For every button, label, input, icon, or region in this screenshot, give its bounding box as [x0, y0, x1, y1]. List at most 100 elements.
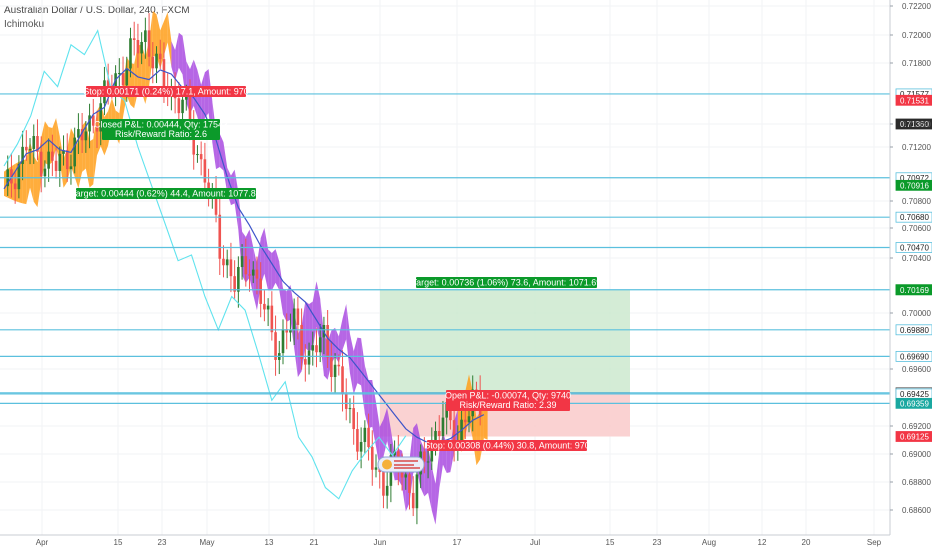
candle-body — [162, 59, 166, 87]
annotation-text-2: Risk/Reward Ratio: 2.6 — [115, 129, 207, 139]
cloud-segment — [283, 288, 287, 322]
candle-body — [25, 146, 28, 151]
cloud-segment — [405, 460, 410, 512]
cloud-segment — [286, 284, 291, 322]
cloud-segment — [368, 379, 373, 429]
candle-body — [192, 125, 196, 155]
indicator-label: Ichimoku — [4, 19, 45, 30]
candle-body — [47, 151, 50, 169]
cloud-segment — [372, 379, 376, 447]
candle-body — [415, 474, 419, 509]
price-level-tag — [895, 211, 932, 223]
cloud-segment — [137, 44, 142, 92]
x-tick-label: 15 — [114, 538, 123, 547]
candle-body — [91, 115, 95, 126]
candle-body — [158, 53, 162, 60]
cloud-segment — [234, 169, 239, 231]
annotation-box — [76, 188, 256, 199]
candle-body — [125, 68, 129, 86]
candle-body — [136, 39, 140, 54]
cloud-segment — [290, 284, 295, 348]
candle-body — [118, 73, 121, 75]
candle-body — [188, 95, 192, 126]
x-tick-label: Jun — [374, 538, 387, 547]
price-level-tag — [895, 431, 932, 442]
price-level-label: 0.69880 — [900, 326, 929, 335]
tenkan-line — [3, 67, 485, 444]
y-tick-label: 0.70400 — [902, 254, 931, 263]
candle-body — [318, 337, 322, 353]
price-level-tag — [895, 179, 932, 191]
price-level-tag — [895, 94, 932, 106]
cloud-segment — [178, 32, 183, 75]
price-level-label: 0.69125 — [900, 433, 929, 442]
annotation-text: Closed P&L: 0.00444, Qty: 17543 — [94, 120, 228, 130]
candle-body — [404, 474, 408, 478]
candle-body — [423, 451, 426, 462]
y-tick-label: 0.72000 — [902, 31, 931, 40]
candle-body — [13, 183, 17, 190]
cloud-segment — [379, 419, 384, 469]
cloud-segment — [59, 136, 64, 188]
candle-body — [411, 492, 415, 509]
candle-body — [463, 419, 467, 423]
indicator-lines — [3, 29, 485, 500]
candle-body — [237, 266, 240, 292]
tradingview-logo — [377, 456, 425, 473]
candle-body — [363, 427, 367, 442]
price-level-tag — [895, 118, 932, 130]
chikou-line — [3, 29, 407, 500]
candle-body — [132, 38, 136, 40]
cloud-segment — [442, 431, 447, 473]
cloud-segment — [387, 407, 391, 459]
candle-body — [140, 41, 143, 54]
candle-body — [393, 451, 396, 456]
x-tick-label: Apr — [36, 538, 49, 547]
price-level-tag — [895, 324, 932, 336]
candle-body — [36, 136, 39, 152]
candle-body — [296, 308, 300, 325]
cloud-segment — [346, 303, 350, 374]
price-level-label: 0.70916 — [900, 181, 929, 190]
candle-body — [344, 394, 348, 409]
y-tick-label: 0.70600 — [902, 224, 931, 233]
y-tick-label: 0.71200 — [902, 143, 931, 152]
cloud-segment — [268, 249, 272, 291]
candle-body — [385, 485, 389, 496]
x-tick-label: 20 — [802, 538, 811, 547]
candle-body — [62, 150, 65, 154]
cloud-segment — [171, 41, 176, 81]
candle-body — [21, 146, 24, 165]
candle-body — [73, 137, 76, 167]
candle-body — [367, 427, 370, 448]
candle-body — [251, 269, 255, 276]
x-tick-label: 17 — [453, 538, 462, 547]
candle-body — [203, 159, 207, 183]
candle-body — [434, 430, 437, 440]
candle-body — [244, 256, 248, 275]
candle-body — [69, 166, 73, 170]
y-tick-label: 0.69200 — [902, 422, 931, 431]
price-level-label: 0.69425 — [900, 390, 929, 399]
candle-body — [129, 38, 132, 69]
cloud-segment — [342, 303, 347, 350]
y-tick-label: 0.71360 — [902, 120, 931, 129]
cloud-segment — [431, 466, 436, 525]
candle-body — [65, 150, 69, 170]
annotation-text: Stop: 0.00171 (0.24%) 17.1, Amount: 970 — [83, 87, 249, 97]
annotation-text: Stop: 0.00308 (0.44%) 30.8, Amount: 970 — [424, 441, 590, 451]
price-level-label: 0.70169 — [900, 286, 929, 295]
candle-body — [259, 278, 262, 304]
cloud-segment — [361, 338, 365, 414]
candle-body — [144, 30, 147, 42]
x-tick-label: 21 — [310, 538, 319, 547]
position-zones — [380, 289, 630, 437]
price-level-label: 0.71531 — [900, 96, 929, 105]
cloud-segment — [275, 249, 280, 290]
y-tick-label: 0.68800 — [902, 478, 931, 487]
candle-body — [315, 345, 318, 353]
candle-body — [177, 98, 181, 114]
candle-body — [214, 189, 218, 215]
